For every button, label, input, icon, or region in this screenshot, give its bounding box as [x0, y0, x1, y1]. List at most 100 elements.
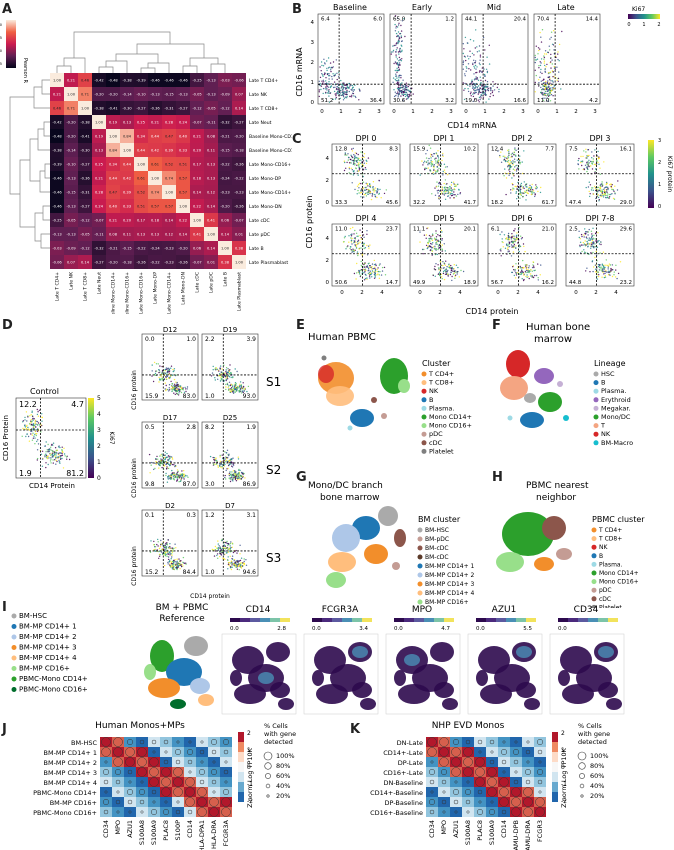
heatmap-cell: [92, 185, 106, 199]
dotplot-dot: [139, 739, 145, 745]
scatter-point: [326, 67, 328, 70]
scatter-point: [539, 61, 541, 63]
scatter-point: [26, 420, 28, 422]
panel-d-tag-s1: S1: [266, 375, 281, 389]
panel-label-a: A: [2, 2, 13, 17]
scatter-point: [182, 387, 184, 389]
scatter-point: [444, 188, 446, 190]
heatmap-cell-value: -0.27: [234, 121, 243, 125]
scatter-point: [336, 86, 338, 88]
scatter-point: [176, 568, 178, 571]
heatmap-cell: [232, 227, 246, 241]
scatter-point: [511, 152, 514, 154]
scatter-point: [597, 186, 600, 189]
gene-colorbar-seg: [332, 618, 342, 622]
scatter-point: [443, 243, 445, 245]
scatter-point: [467, 84, 469, 86]
scatter-frame: [317, 13, 385, 105]
panel-efgh-umaps: Human PBMC Cluster T CD4+T CD8+NKBPlasma…: [308, 322, 645, 608]
scatter-point: [353, 233, 355, 235]
scatter-point: [506, 157, 508, 159]
scatter-point: [431, 163, 434, 165]
heatmap-cell-value: 1.00: [53, 79, 62, 83]
scatter-point: [164, 451, 166, 453]
scatter-point: [171, 383, 174, 385]
dotplot-cell: [220, 757, 232, 767]
scatter-point: [363, 279, 366, 281]
scatter-point: [515, 185, 517, 188]
scatter-point: [588, 159, 590, 161]
x-tick: 0: [320, 109, 324, 115]
scatter-point: [607, 271, 609, 273]
scatter-point: [168, 390, 170, 392]
dotplot-dot: [176, 800, 180, 804]
dotplot-cell: [184, 757, 196, 767]
scatter-point: [331, 78, 333, 80]
panel-d-xlabel: CD14 protein: [190, 593, 230, 600]
dotplot-dot: [125, 757, 135, 767]
scatter-point: [233, 560, 235, 562]
heatmap-cell-value: 0.57: [179, 177, 187, 181]
scatter-point: [427, 243, 429, 245]
scatter-point: [478, 62, 481, 64]
scatter-point: [538, 65, 540, 67]
scatter-point: [328, 101, 331, 103]
scatter-point: [234, 382, 237, 384]
scatter-point: [354, 188, 356, 191]
scatter-point: [362, 160, 365, 162]
scatter-point: [367, 185, 369, 187]
scatter-point: [161, 543, 163, 545]
scatter-point: [374, 269, 377, 271]
scatter-point: [171, 387, 174, 389]
scatter-point: [214, 368, 216, 370]
scatter-point: [395, 25, 398, 27]
scatter-point: [224, 458, 226, 460]
scatter-point: [425, 153, 427, 155]
legend-marker: [11, 676, 17, 682]
gene-colorbar-seg: [322, 618, 332, 622]
legend-marker: [591, 561, 597, 567]
scatter-point: [32, 419, 34, 421]
scatter-point: [217, 465, 219, 467]
scatter-point: [443, 169, 446, 171]
heatmap-cell: [134, 73, 148, 87]
scatter-point: [343, 160, 345, 162]
scatter-point: [225, 371, 227, 373]
scatter-point: [357, 254, 359, 257]
scatter-point: [589, 193, 591, 195]
scatter-point: [327, 75, 330, 77]
heatmap-cell-value: -0.23: [234, 191, 243, 195]
heatmap-cell: [176, 255, 190, 269]
scatter-point: [608, 265, 610, 267]
scatter-point: [537, 53, 539, 55]
scatter-point: [219, 365, 222, 367]
dotplot-dot: [115, 799, 121, 805]
heatmap-cell: [64, 157, 78, 171]
scatter-point: [425, 234, 428, 236]
scatter-point: [50, 458, 52, 460]
scatter-point: [176, 474, 178, 476]
scatter-point: [319, 76, 322, 79]
gene-colorbar-seg: [526, 618, 536, 622]
scatter-point: [41, 465, 44, 467]
heatmap-cell: [106, 213, 120, 227]
scatter-point: [425, 237, 427, 239]
scatter-point: [523, 181, 525, 183]
heatmap-cell: [92, 227, 106, 241]
dotplot-dot: [125, 747, 135, 757]
scatter-point: [33, 427, 35, 430]
heatmap-col-label: Late Mono-CD14+: [167, 272, 173, 314]
scatter-point: [462, 68, 464, 70]
scatter-point: [167, 563, 169, 565]
scatter-point: [364, 192, 367, 194]
scatter-point: [546, 100, 548, 102]
scatter-point: [168, 551, 171, 553]
scatter-point: [427, 162, 429, 164]
heatmap-cell-value: 1.00: [95, 121, 104, 125]
scatter-point: [594, 268, 597, 270]
scatter-point: [169, 455, 171, 458]
scatter-point: [367, 157, 370, 159]
dotplot-cell: [220, 807, 232, 817]
scatter-point: [378, 192, 380, 195]
heatmap-cell: [50, 255, 64, 269]
